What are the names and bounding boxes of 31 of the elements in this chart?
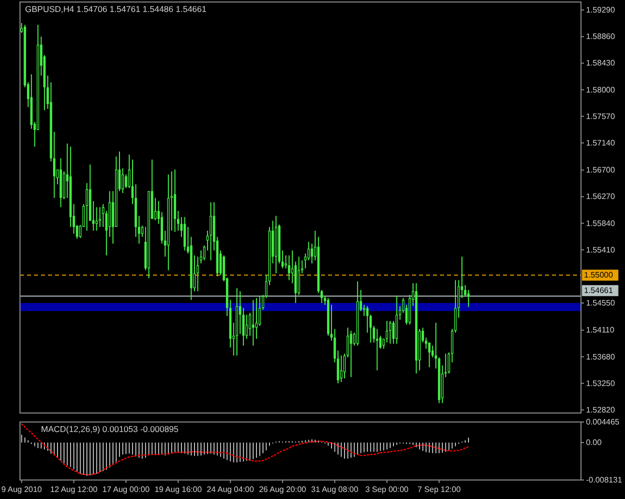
- chart-title: MACD(12,26,9) 0.001053 -0.000895: [41, 424, 179, 434]
- y-tick-label: 1.58000: [586, 85, 616, 94]
- y-tick-label: 1.54550: [586, 298, 616, 308]
- y-tick-label: 1.53250: [586, 378, 616, 388]
- ref-line-label: 1.54661: [584, 286, 614, 296]
- x-tick-label: 3 Sep 00:00: [365, 485, 410, 494]
- x-tick-label: 9 Aug 2010: [1, 485, 42, 494]
- y-tick-label: 1.53680: [586, 352, 616, 362]
- x-tick-label: 12 Aug 12:00: [50, 485, 98, 494]
- y-tick-label: 1.52820: [586, 405, 616, 414]
- y-tick-label: 0.00: [586, 438, 602, 448]
- x-tick-label: 24 Aug 04:00: [206, 485, 255, 494]
- y-tick-label: 1.57570: [586, 112, 616, 121]
- y-tick-label: 1.58860: [586, 32, 616, 42]
- y-tick-label: 1.59290: [586, 6, 616, 15]
- y-tick-label: 1.55410: [586, 245, 616, 254]
- y-tick-label: 1.56270: [586, 192, 616, 202]
- y-tick-label: 1.54110: [586, 326, 615, 335]
- x-tick-label: 17 Aug 00:00: [102, 485, 150, 494]
- x-tick-label: 7 Sep 12:00: [418, 485, 462, 494]
- chart-title: GBPUSD,H4 1.54706 1.54761 1.54486 1.54661: [25, 4, 207, 14]
- y-tick-label: 1.55840: [586, 218, 616, 228]
- x-tick-label: 19 Aug 16:00: [154, 485, 202, 494]
- y-tick-label: -0.008131: [586, 476, 623, 484]
- y-tick-label: 1.58430: [586, 58, 616, 68]
- y-tick-label: 1.57140: [586, 138, 616, 148]
- x-tick-label: 31 Aug 08:00: [311, 485, 359, 494]
- y-tick-label: 1.56700: [586, 166, 616, 175]
- x-tick-label: 26 Aug 20:00: [258, 485, 307, 494]
- ref-line-label: 1.55000: [584, 270, 614, 280]
- y-tick-label: 0.004465: [586, 418, 620, 426]
